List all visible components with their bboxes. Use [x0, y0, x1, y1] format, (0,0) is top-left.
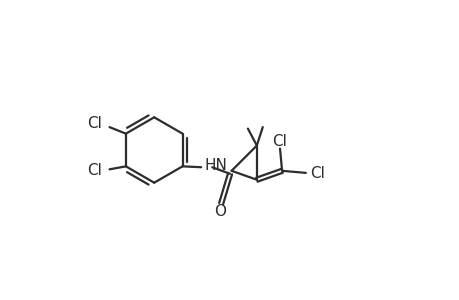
- Text: Cl: Cl: [310, 166, 325, 181]
- Text: Cl: Cl: [271, 134, 286, 149]
- Text: Cl: Cl: [87, 116, 102, 131]
- Text: Cl: Cl: [87, 163, 102, 178]
- Text: HN: HN: [204, 158, 227, 173]
- Text: O: O: [213, 204, 225, 219]
